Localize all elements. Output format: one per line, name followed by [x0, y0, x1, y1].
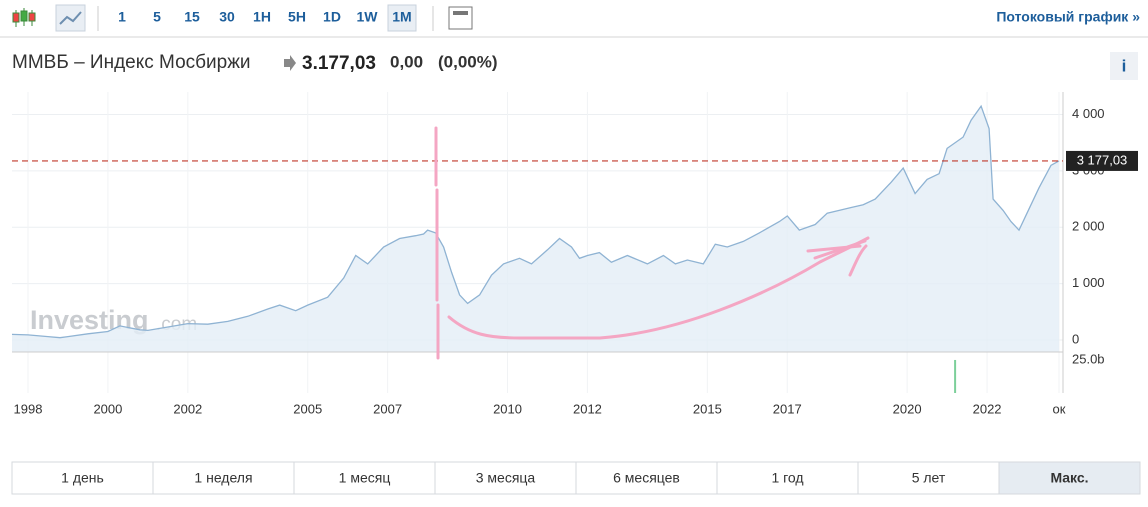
- range-label: 1 год: [771, 470, 803, 486]
- range-button[interactable]: [434, 461, 577, 495]
- x-tick-label: 2020: [893, 401, 922, 416]
- news-icon[interactable]: [448, 6, 473, 30]
- interval-selected[interactable]: [387, 4, 417, 32]
- range-label: 3 месяца: [476, 470, 536, 486]
- arrow-icon: [284, 55, 296, 71]
- y-tick-label: 2 000: [1072, 219, 1105, 234]
- range-button[interactable]: [575, 461, 718, 495]
- x-tick-label: 2000: [93, 401, 122, 416]
- change-percent: (0,00%): [438, 52, 498, 71]
- price-tag-label: 3 177,03: [1077, 152, 1128, 167]
- y-tick-label: 0: [1072, 331, 1079, 346]
- x-tick-label: 1998: [14, 401, 43, 416]
- interval-button[interactable]: 30: [219, 9, 235, 25]
- change: 0,00: [390, 52, 423, 71]
- candle-icon[interactable]: [12, 8, 36, 27]
- price-tag: [1066, 150, 1138, 171]
- x-tick-label: 2012: [573, 401, 602, 416]
- range-label: Макс.: [1050, 470, 1088, 486]
- x-tick-label: 2015: [693, 401, 722, 416]
- x-tick-label: ок: [1053, 401, 1066, 416]
- interval-button[interactable]: 1H: [253, 9, 271, 25]
- price: 3.177,03: [302, 53, 376, 74]
- range-button[interactable]: [716, 461, 859, 495]
- x-tick-label: 2010: [493, 401, 522, 416]
- volume-tick-label: 25.0b: [1072, 351, 1105, 366]
- range-label: 1 день: [61, 470, 104, 486]
- area: [12, 106, 1060, 352]
- y-tick-label: 1 000: [1072, 275, 1105, 290]
- x-tick-label: 2022: [973, 401, 1002, 416]
- x-tick-label: 2007: [373, 401, 402, 416]
- x-tick-label: 2017: [773, 401, 802, 416]
- interval-button[interactable]: 1D: [323, 9, 341, 25]
- interval-button[interactable]: 15: [184, 9, 200, 25]
- interval-button[interactable]: 1: [118, 9, 126, 25]
- range-label: 1 неделя: [194, 470, 252, 486]
- interval-button[interactable]: 5: [153, 9, 161, 25]
- info-button[interactable]: [1110, 52, 1138, 80]
- y-tick-label: 4 000: [1072, 106, 1105, 121]
- range-button[interactable]: [152, 461, 295, 495]
- range-label: 5 лет: [912, 470, 946, 486]
- instrument-name: ММВБ – Индекс Мосбиржи: [12, 52, 251, 73]
- range-button[interactable]: [857, 461, 1000, 495]
- line-icon-glyph: [59, 11, 82, 25]
- range-button[interactable]: [998, 461, 1141, 495]
- x-tick-label: 2005: [293, 401, 322, 416]
- line: [11, 104, 1060, 339]
- x-tick-label: 2002: [173, 401, 202, 416]
- streaming-link[interactable]: Потоковый график »: [996, 9, 1140, 25]
- range-label: 6 месяцев: [613, 470, 680, 486]
- annotation-scribble: [434, 126, 870, 360]
- interval-button[interactable]: 1W: [357, 9, 379, 25]
- line-icon[interactable]: [55, 4, 86, 32]
- interval-button[interactable]: 5H: [288, 9, 306, 25]
- range-button[interactable]: [11, 461, 154, 495]
- range-buttons: 1 день 1 неделя 1 месяц 3 месяца 6 месяцев 1 …: [11, 461, 1141, 495]
- volume-bar: [954, 359, 957, 393]
- interval-button[interactable]: 1M: [392, 9, 411, 25]
- range-button[interactable]: [293, 461, 436, 495]
- news-icon-glyph: [453, 11, 468, 15]
- info-label: i: [1122, 56, 1127, 75]
- range-label: 1 месяц: [339, 470, 391, 486]
